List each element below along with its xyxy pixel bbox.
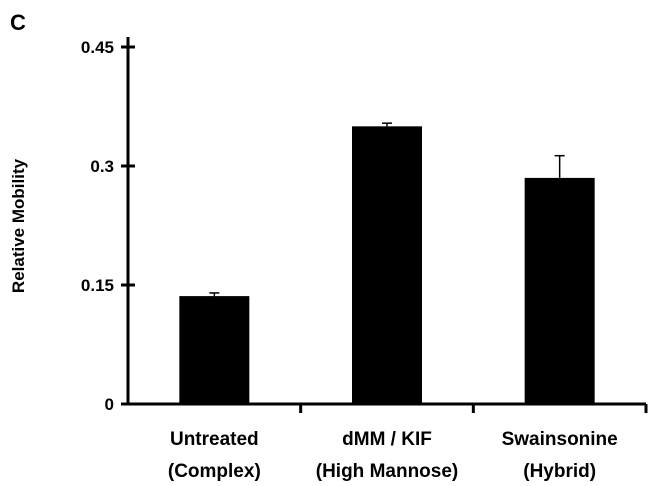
x-category-label-line: (High Mannose) — [316, 461, 459, 482]
x-category-label: Untreated (Complex) — [168, 429, 261, 482]
y-tick-label: 0.3 — [90, 157, 114, 176]
x-category-label-line: Untreated — [170, 429, 259, 450]
bars-group — [179, 126, 595, 404]
error-bars-group — [209, 122, 565, 297]
x-category-label-line: (Hybrid) — [523, 461, 596, 482]
x-category-label-line: dMM / KIF — [342, 429, 432, 450]
bar — [524, 177, 595, 404]
bar — [179, 296, 250, 404]
y-tick-label: 0 — [105, 395, 114, 414]
bar — [352, 126, 422, 404]
x-category-label: Swainsonine (Hybrid) — [502, 429, 618, 482]
y-tick-labels: 0 0.15 0.3 0.45 — [81, 38, 114, 414]
x-category-label-line: (Complex) — [168, 461, 261, 482]
y-axis-label: Relative Mobility — [9, 158, 28, 293]
x-category-label: dMM / KIF (High Mannose) — [316, 429, 459, 482]
y-tick-label: 0.15 — [81, 276, 114, 295]
y-tick-label: 0.45 — [81, 38, 114, 57]
axes-group — [121, 37, 648, 413]
x-category-labels: Untreated (Complex) dMM / KIF (High Mannose… — [168, 429, 618, 482]
panel-label: C — [10, 10, 26, 35]
x-category-label-line: Swainsonine — [502, 429, 618, 450]
